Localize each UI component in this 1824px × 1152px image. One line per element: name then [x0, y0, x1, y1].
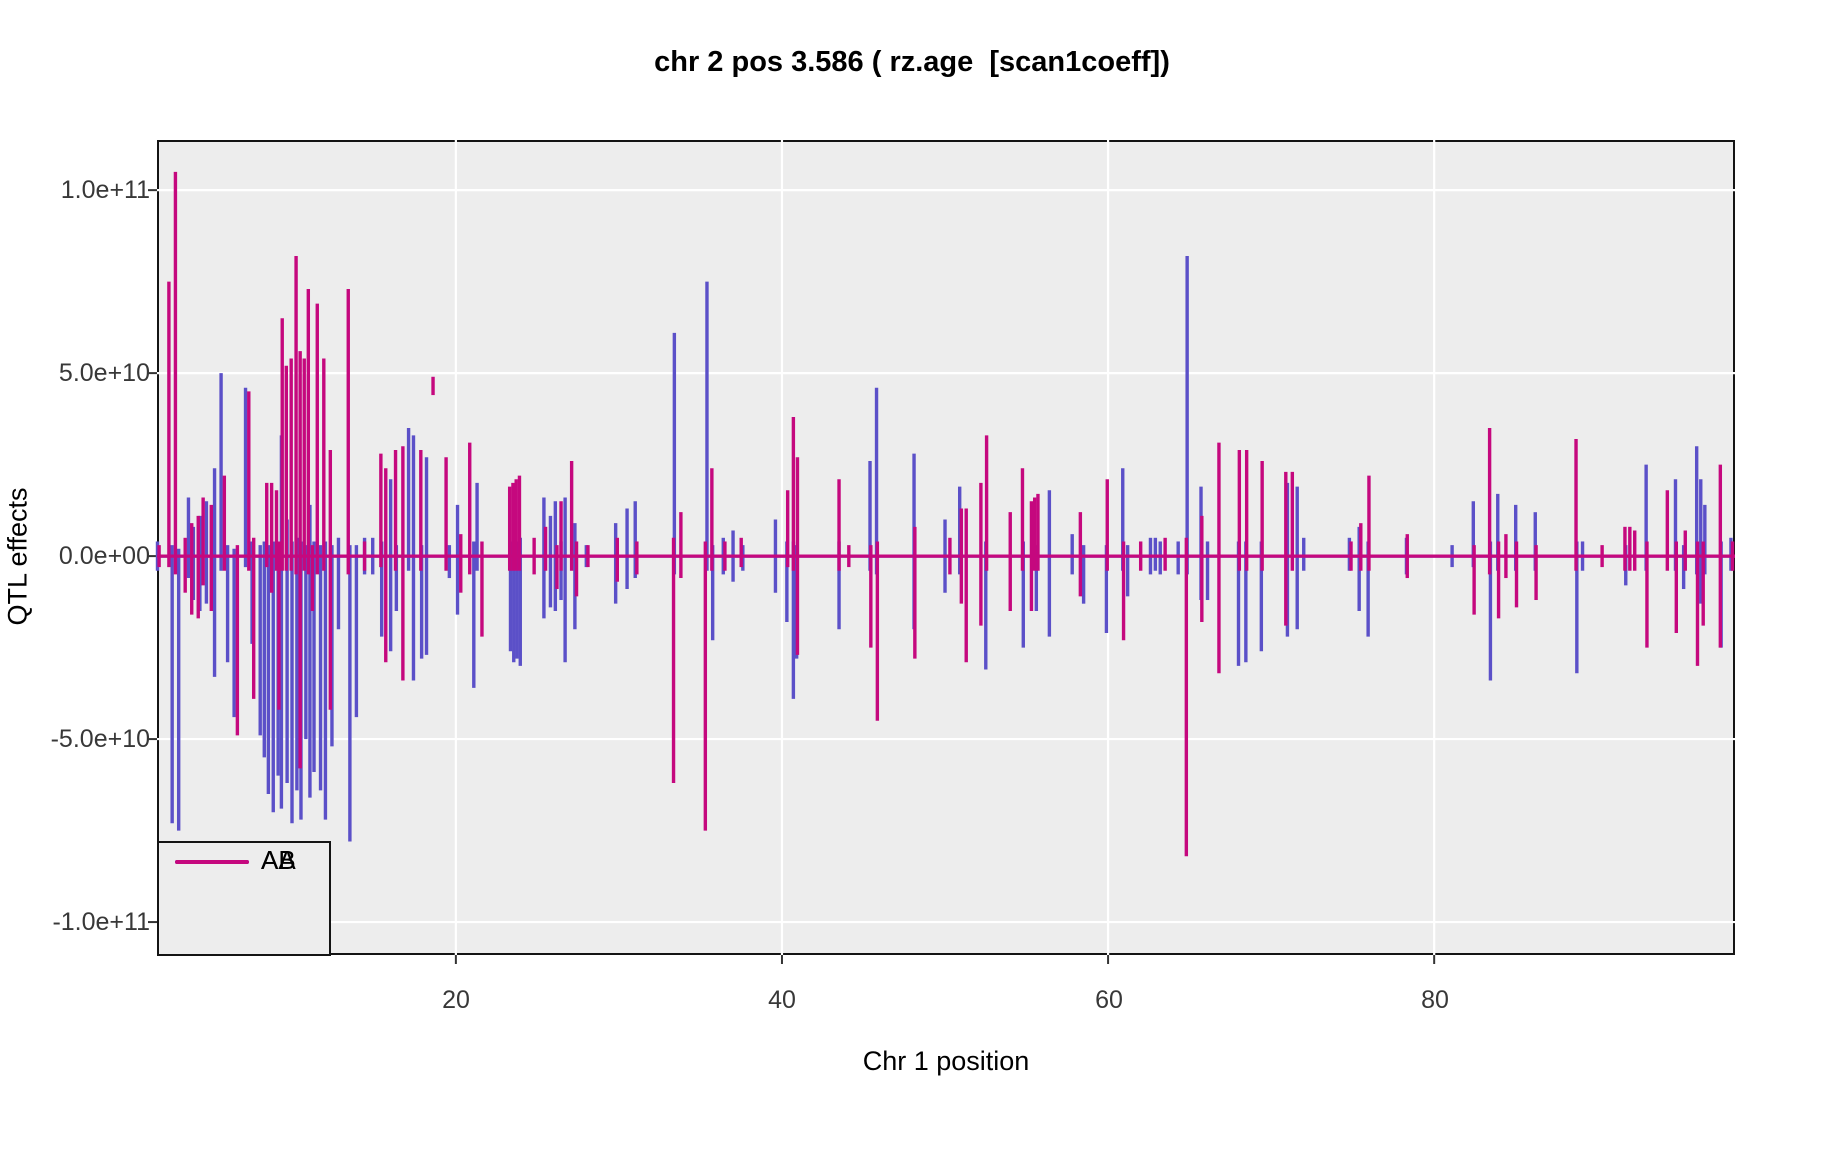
legend-line-ab-icon: [175, 860, 249, 864]
x-tick-label: 60: [1095, 986, 1123, 1014]
y-axis-title: QTL effects: [2, 487, 33, 626]
y-tick-label: 5.0e+10: [58, 359, 150, 387]
y-tick-label: 1.0e+11: [60, 176, 150, 204]
series-ab: [157, 171, 1735, 857]
plot-title: chr 2 pos 3.586 ( rz.age [scan1coeff]): [654, 46, 1170, 78]
legend: AA AB: [157, 841, 331, 956]
legend-label-ab: AB: [261, 845, 296, 875]
y-tick-label: -1.0e+11: [52, 908, 150, 936]
plot-panel: [148, 140, 1735, 964]
legend-entry-ab: AB: [159, 843, 329, 881]
y-tick-label: 0.0e+00: [58, 542, 150, 570]
qtl-effects-chart: [148, 140, 1735, 964]
x-axis-title: Chr 1 position: [862, 1046, 1030, 1076]
x-tick-label: 20: [442, 986, 470, 1014]
y-tick-label: -5.0e+10: [50, 725, 150, 753]
legend-label-aa: AA: [261, 845, 296, 875]
x-tick-label: 40: [768, 986, 796, 1014]
x-tick-label: 80: [1421, 986, 1449, 1014]
